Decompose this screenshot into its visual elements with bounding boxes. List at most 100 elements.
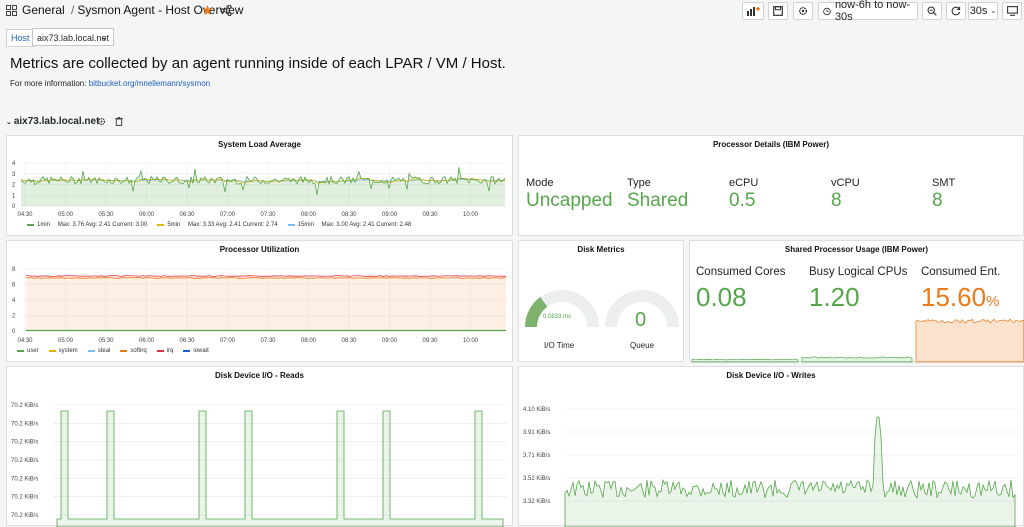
share-icon[interactable] xyxy=(220,5,232,16)
y-tick-label: 4.10 KiB/s xyxy=(523,407,550,413)
legend-item-1min[interactable]: 1min Max: 3.76 Avg: 2.41 Current: 3.00 xyxy=(27,222,147,228)
disk-reads-panel[interactable]: Disk Device I/O - Reads 70.2 KiB/s 70.2 K… xyxy=(6,366,513,527)
dashboard-title[interactable]: Sysmon Agent - Host Overview xyxy=(77,3,244,17)
refresh-button[interactable] xyxy=(946,2,966,20)
host-variable-label: Host xyxy=(6,29,35,47)
x-tick-label: 05:30 xyxy=(98,338,114,344)
queue-value: 0 xyxy=(635,309,647,331)
y-tick-label: 3 xyxy=(12,172,16,178)
legend-name: steal xyxy=(97,348,111,354)
sysmon-link[interactable]: bitbucket.org/mnellemann/sysmon xyxy=(88,79,211,88)
x-tick-label: 07:00 xyxy=(220,212,236,218)
x-tick-label: 09:00 xyxy=(382,212,398,218)
intro-headline: Metrics are collected by an agent runnin… xyxy=(10,55,506,72)
stat-vcpu-label: vCPU xyxy=(831,177,860,189)
row-header[interactable]: ⌄ aix73.lab.local.net xyxy=(6,116,99,127)
y-tick-label: 70.2 KiB/s xyxy=(11,440,38,446)
refresh-interval-label: 30s xyxy=(969,5,988,17)
y-tick-label: 70.2 KiB/s xyxy=(11,421,38,427)
y-tick-label: 3.52 KiB/s xyxy=(523,476,550,482)
legend-item-user[interactable]: user xyxy=(17,348,39,354)
shared-processor-panel[interactable]: Shared Processor Usage (IBM Power) Consu… xyxy=(689,240,1024,363)
x-tick-label: 08:00 xyxy=(301,212,317,218)
x-tick-label: 07:30 xyxy=(260,212,276,218)
stat-ecpu-label: eCPU xyxy=(729,177,759,189)
add-panel-button[interactable] xyxy=(742,2,764,20)
intro-info: For more information: bitbucket.org/mnel… xyxy=(10,79,210,88)
save-dashboard-button[interactable] xyxy=(768,2,788,20)
stat-type-value: Shared xyxy=(627,190,689,211)
legend-item-15min[interactable]: 15min Max: 3.00 Avg: 2.41 Current: 2.48 xyxy=(287,222,411,228)
x-tick-label: 08:30 xyxy=(341,338,357,344)
stat-ecpu-value: 0.5 xyxy=(729,190,756,211)
breadcrumb-separator: / xyxy=(71,3,75,17)
tv-mode-button[interactable] xyxy=(1002,2,1022,20)
y-tick-label: 8 xyxy=(12,267,16,273)
io-time-label: I/O Time xyxy=(544,341,575,350)
host-variable-select[interactable]: aix73.lab.local.net ⌄ xyxy=(32,28,114,46)
chevron-down-icon: ⌄ xyxy=(6,119,14,126)
chevron-down-icon: ⌄ xyxy=(990,8,997,15)
x-tick-label: 08:30 xyxy=(341,212,357,218)
legend-item-iowait[interactable]: iowait xyxy=(183,348,209,354)
legend-swatch xyxy=(120,350,128,352)
legend-item-5min[interactable]: 5min Max: 3.33 Avg: 2.41 Current: 2.74 xyxy=(157,222,278,228)
load-5min-line xyxy=(20,177,506,184)
y-tick-label: 6 xyxy=(12,283,16,289)
trash-icon[interactable] xyxy=(115,116,123,128)
legend-swatch xyxy=(17,350,24,352)
refresh-interval-select[interactable]: 30s ⌄ xyxy=(968,2,998,20)
io-time-value: 0.0833 ms xyxy=(543,314,572,320)
queue-gauge-track xyxy=(605,290,679,328)
processor-details-panel[interactable]: Processor Details (IBM Power) Mode Uncap… xyxy=(518,135,1024,236)
y-tick-label: 4 xyxy=(12,298,16,304)
legend-swatch xyxy=(48,350,56,352)
y-tick-label: 2 xyxy=(12,183,16,189)
y-tick-label: 0 xyxy=(12,204,16,210)
legend-item-irq[interactable]: irq xyxy=(156,348,173,354)
consumed-ent-label: Consumed Ent. xyxy=(921,266,1001,278)
legend-swatch xyxy=(27,224,34,226)
disk-metrics-panel[interactable]: Disk Metrics 0.0833 ms I/O Time 0 Queue xyxy=(518,240,684,362)
row-title: aix73.lab.local.net xyxy=(13,116,100,127)
gear-icon xyxy=(799,7,807,15)
utilization-softirq-area xyxy=(26,277,506,331)
shared-sparklines xyxy=(691,318,1024,363)
y-tick-label: 70.2 KiB/s xyxy=(11,495,38,501)
y-tick-label: 4 xyxy=(12,161,16,167)
system-load-panel[interactable]: System Load Average 4 3 2 1 0 04:30 05:00 05:3… xyxy=(6,135,513,236)
stat-vcpu-value: 8 xyxy=(831,190,842,211)
x-tick-label: 05:00 xyxy=(58,212,74,218)
utilization-softirq-line xyxy=(26,277,506,279)
legend-name: iowait xyxy=(193,348,209,354)
x-tick-label: 09:00 xyxy=(382,338,398,344)
processor-utilization-panel[interactable]: Processor Utilization 8 6 4 2 0 04:30 05:00 05… xyxy=(6,240,513,362)
disk-writes-panel[interactable]: Disk Device I/O - Writes 4.10 KiB/s 3.91 … xyxy=(518,366,1024,527)
breadcrumb-folder[interactable]: General xyxy=(22,3,65,17)
legend-swatch xyxy=(156,350,164,352)
consumed-ent-unit: % xyxy=(986,293,1000,310)
y-tick-label: 70.2 KiB/s xyxy=(11,513,38,519)
y-tick-label: 0 xyxy=(12,329,16,335)
time-picker-button[interactable]: now-6h to now-30s xyxy=(818,0,918,23)
legend-item-system[interactable]: system xyxy=(48,348,78,354)
settings-button[interactable] xyxy=(793,2,813,20)
zoom-out-button[interactable] xyxy=(922,2,942,20)
consumed-ent-value: 15.60% xyxy=(921,282,999,313)
x-tick-label: 04:30 xyxy=(17,338,33,344)
disk-gauges xyxy=(525,290,679,328)
legend-swatch xyxy=(287,224,295,226)
consumed-ent-sparkline xyxy=(915,318,1024,363)
x-tick-label: 07:00 xyxy=(220,338,236,344)
stat-type-label: Type xyxy=(627,177,651,189)
dashboards-grid-icon[interactable] xyxy=(6,5,17,16)
panel-title: Processor Utilization xyxy=(219,245,300,254)
legend-item-steal[interactable]: steal xyxy=(87,348,111,354)
panel-title: Shared Processor Usage (IBM Power) xyxy=(784,245,929,254)
reads-chart: 70.2 KiB/s 70.2 KiB/s 70.2 KiB/s 70.2 KiB/s… xyxy=(11,403,507,527)
row-gear-icon[interactable] xyxy=(97,117,106,128)
star-icon[interactable]: ★ xyxy=(201,2,214,18)
breadcrumb: General / Sysmon Agent - Host Overview xyxy=(22,3,243,17)
legend-item-softirq[interactable]: softirq xyxy=(120,348,147,354)
save-icon xyxy=(773,6,783,16)
